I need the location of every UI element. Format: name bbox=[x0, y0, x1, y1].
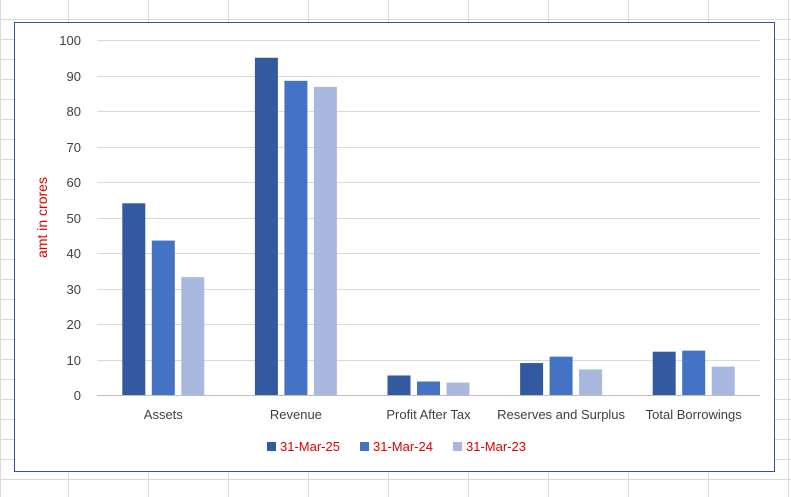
bar[interactable] bbox=[151, 240, 175, 395]
y-tick-label: 10 bbox=[67, 353, 81, 368]
bar[interactable] bbox=[579, 369, 603, 395]
legend-label: 31-Mar-24 bbox=[373, 439, 433, 454]
y-tick-label: 60 bbox=[67, 175, 81, 190]
bar[interactable] bbox=[652, 351, 676, 395]
x-axis-categories: Assets Revenue Profit After Tax Reserves an… bbox=[144, 407, 742, 422]
x-category-label: Revenue bbox=[270, 407, 322, 422]
bar[interactable] bbox=[417, 381, 440, 395]
x-category-label: Assets bbox=[144, 407, 184, 422]
bar[interactable] bbox=[520, 363, 544, 395]
bar[interactable] bbox=[313, 86, 337, 396]
legend-label: 31-Mar-25 bbox=[280, 439, 340, 454]
bar[interactable] bbox=[254, 57, 278, 395]
legend-swatch bbox=[267, 442, 276, 451]
bar[interactable] bbox=[181, 277, 205, 395]
gridlines bbox=[97, 40, 760, 396]
legend-label: 31-Mar-23 bbox=[466, 439, 526, 454]
bar[interactable] bbox=[682, 350, 706, 395]
y-axis-label: amt in crores bbox=[34, 177, 50, 258]
bar[interactable] bbox=[387, 375, 411, 395]
y-tick-label: 90 bbox=[67, 69, 81, 84]
y-tick-label: 70 bbox=[67, 140, 81, 155]
bar[interactable] bbox=[122, 203, 146, 395]
y-tick-label: 100 bbox=[59, 33, 81, 48]
y-tick-label: 30 bbox=[67, 282, 81, 297]
x-category-label: Reserves and Surplus bbox=[497, 407, 625, 422]
x-category-label: Profit After Tax bbox=[386, 407, 471, 422]
bars bbox=[122, 57, 735, 396]
x-category-label: Total Borrowings bbox=[646, 407, 743, 422]
y-axis-ticks: 0 10 20 30 40 50 60 70 80 90 100 bbox=[59, 33, 81, 403]
legend: 31-Mar-25 31-Mar-24 31-Mar-23 bbox=[267, 439, 526, 454]
bar[interactable] bbox=[549, 356, 573, 395]
y-tick-label: 40 bbox=[67, 246, 81, 261]
bar[interactable] bbox=[284, 80, 308, 395]
chart-area[interactable]: 0 10 20 30 40 50 60 70 80 90 100 Assets Revenue Prof… bbox=[14, 22, 775, 472]
y-tick-label: 20 bbox=[67, 317, 81, 332]
bar[interactable] bbox=[446, 382, 470, 395]
y-tick-label: 0 bbox=[74, 388, 81, 403]
bar[interactable] bbox=[711, 366, 735, 395]
y-tick-label: 50 bbox=[67, 211, 81, 226]
y-tick-label: 80 bbox=[67, 104, 81, 119]
legend-swatch bbox=[453, 442, 462, 451]
legend-swatch bbox=[360, 442, 369, 451]
bar-chart: 0 10 20 30 40 50 60 70 80 90 100 Assets Revenue Prof… bbox=[34, 33, 760, 454]
